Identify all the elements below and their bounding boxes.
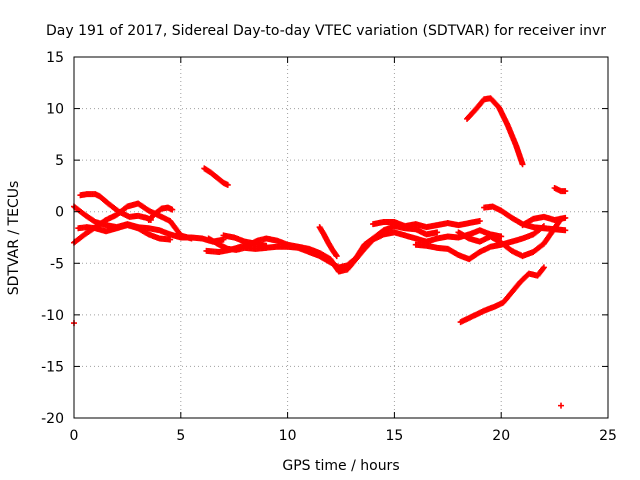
data-series-track-r <box>551 184 569 195</box>
data-layer <box>71 95 569 409</box>
x-tick-label: 10 <box>279 428 297 444</box>
y-tick-label: -5 <box>50 256 64 272</box>
ticks: 0 5 10 15 20 25 -20 -15 -10 -5 0 5 10 15 <box>41 50 617 444</box>
data-series-track-p <box>464 95 526 168</box>
x-tick-label: 25 <box>599 428 617 444</box>
data-series-track-k <box>370 217 483 231</box>
data-series-track-s <box>558 402 565 409</box>
chart-title: Day 191 of 2017, Sidereal Day-to-day VTE… <box>46 23 606 39</box>
y-tick-label: 5 <box>55 153 64 169</box>
data-series-track-n <box>481 203 569 234</box>
data-series-track-e <box>145 204 176 223</box>
plot-frame <box>73 56 609 419</box>
y-tick-label: -10 <box>41 308 64 324</box>
y-tick-label: 10 <box>46 102 64 118</box>
x-tick-label: 15 <box>385 428 403 444</box>
y-tick-label: -15 <box>41 359 64 375</box>
data-series-track-o <box>519 213 569 229</box>
data-series-track-d <box>75 222 174 243</box>
x-tick-label: 5 <box>176 428 185 444</box>
x-axis-label: GPS time / hours <box>282 458 399 474</box>
data-series-track-q <box>457 264 547 326</box>
y-tick-label: 15 <box>46 50 64 66</box>
data-series-track-h <box>203 227 505 275</box>
data-series-track-f <box>201 165 231 188</box>
y-tick-label: 0 <box>55 205 64 221</box>
data-series-track-i <box>220 232 270 249</box>
x-tick-label: 20 <box>492 428 510 444</box>
data-series-track-j <box>316 224 340 260</box>
y-tick-label: -20 <box>41 411 64 427</box>
y-axis-label: SDTVAR / TECUs <box>6 181 22 296</box>
x-tick-label: 0 <box>70 428 79 444</box>
